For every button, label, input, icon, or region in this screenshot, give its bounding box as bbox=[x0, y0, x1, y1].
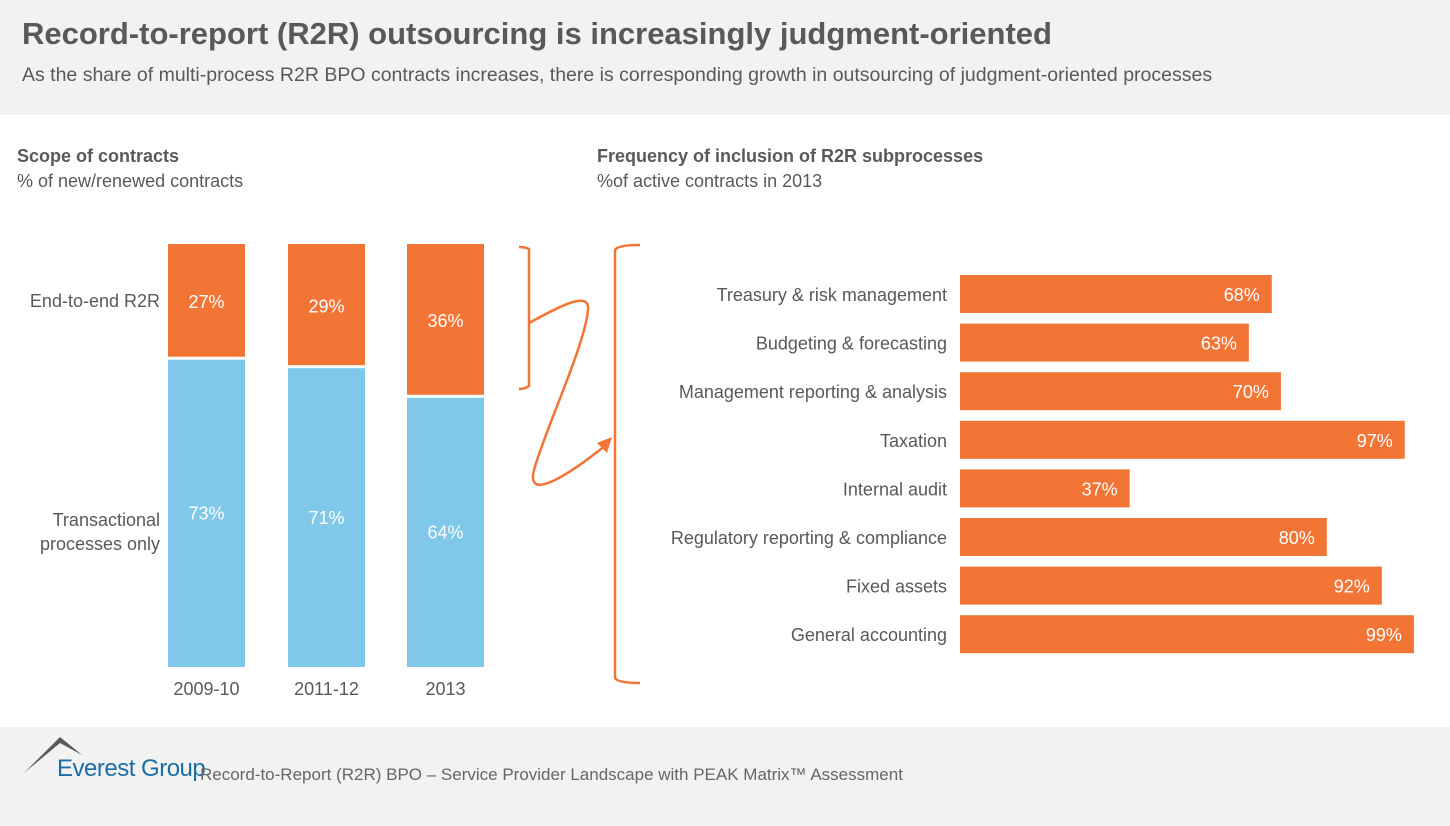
hbar-value-label: 68% bbox=[1224, 285, 1260, 305]
hbar-value-label: 70% bbox=[1233, 382, 1269, 402]
category-label: Taxation bbox=[880, 431, 947, 451]
hbar bbox=[960, 615, 1414, 654]
category-label: Fixed assets bbox=[846, 577, 947, 597]
large-bracket bbox=[613, 243, 641, 685]
header: Record-to-report (R2R) outsourcing is in… bbox=[0, 0, 1450, 115]
connector-arrow bbox=[528, 299, 607, 486]
bar-end-to-end-2013 bbox=[407, 244, 484, 395]
hbar-value-label: 37% bbox=[1082, 479, 1118, 499]
everest-logo-icon bbox=[24, 737, 82, 773]
bar-end-to-end-2011-12 bbox=[288, 244, 365, 366]
x-tick-label: 2009-10 bbox=[173, 679, 239, 699]
brand-logo: Everest Group bbox=[57, 755, 206, 782]
x-tick-label: 2013 bbox=[425, 679, 465, 699]
page-title: Record-to-report (R2R) outsourcing is in… bbox=[22, 16, 1052, 51]
label-transactional: 71% bbox=[308, 508, 344, 528]
bar-end-to-end-2009-10 bbox=[168, 244, 245, 357]
hbar-value-label: 97% bbox=[1357, 431, 1393, 451]
label-end-to-end: 36% bbox=[427, 311, 463, 331]
bar-transactional-2013 bbox=[407, 397, 484, 667]
category-label: Internal audit bbox=[843, 479, 947, 499]
bar-transactional-2009-10 bbox=[168, 359, 245, 667]
right-chart-title: Frequency of inclusion of R2R subprocess… bbox=[597, 146, 984, 166]
x-tick-label: 2011-12 bbox=[294, 679, 359, 699]
label-end-to-end: 29% bbox=[308, 296, 344, 316]
label-transactional: 64% bbox=[427, 523, 463, 543]
hbar-value-label: 63% bbox=[1201, 334, 1237, 354]
page-subtitle: As the share of multi-process R2R BPO co… bbox=[22, 64, 1213, 86]
hbar bbox=[960, 323, 1249, 362]
left-chart-title: Scope of contracts bbox=[17, 146, 180, 166]
small-bracket bbox=[518, 245, 531, 391]
legend-transactional: Transactional processes only bbox=[39, 510, 160, 554]
hbar bbox=[960, 566, 1382, 605]
hbar bbox=[960, 372, 1281, 411]
hbar-value-label: 99% bbox=[1366, 625, 1402, 645]
hbar-value-label: 92% bbox=[1334, 577, 1370, 597]
right-chart-subtitle: %of active contracts in 2013 bbox=[597, 171, 823, 191]
legend-end-to-end: End-to-end R2R bbox=[29, 291, 160, 311]
footer-text: Record-to-Report (R2R) BPO – Service Pro… bbox=[200, 765, 903, 784]
category-label: General accounting bbox=[791, 625, 947, 645]
label-transactional: 73% bbox=[188, 504, 224, 524]
label-end-to-end: 27% bbox=[188, 292, 224, 312]
hbar bbox=[960, 469, 1130, 508]
hbar-value-label: 80% bbox=[1279, 528, 1315, 548]
hbar bbox=[960, 275, 1272, 313]
hbar bbox=[960, 420, 1405, 459]
bar-transactional-2011-12 bbox=[288, 368, 365, 667]
footer: Everest Group Record-to-Report (R2R) BPO… bbox=[0, 727, 1450, 826]
category-label: Budgeting & forecasting bbox=[756, 334, 947, 354]
category-label: Management reporting & analysis bbox=[679, 382, 947, 402]
category-label: Regulatory reporting & compliance bbox=[671, 528, 947, 548]
category-label: Treasury & risk management bbox=[717, 285, 947, 305]
hbar bbox=[960, 518, 1327, 556]
arrowhead-icon bbox=[597, 437, 612, 453]
left-chart-subtitle: % of new/renewed contracts bbox=[17, 171, 244, 191]
